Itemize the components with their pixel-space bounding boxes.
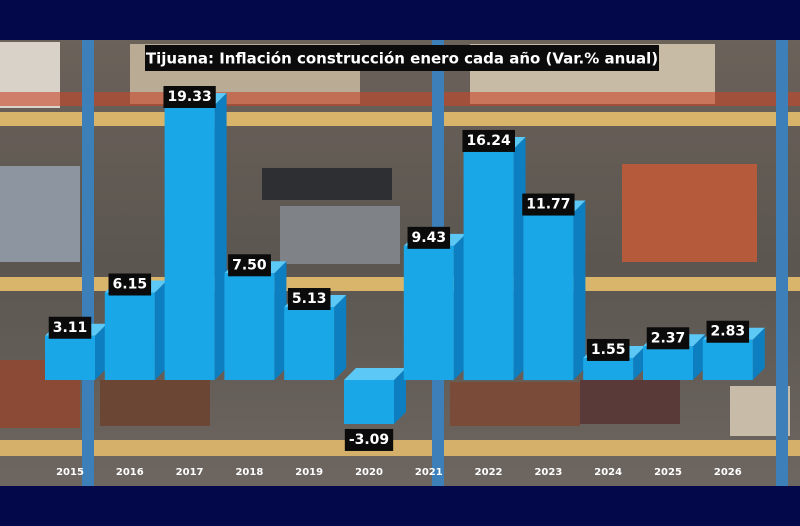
value-label: 9.43 [412,230,447,246]
bar-front [643,346,693,380]
bar-side [154,280,167,380]
bar-top [344,368,406,380]
bar-front [104,292,155,380]
value-label: 11.77 [526,197,570,213]
x-tick-label: 2020 [355,467,383,478]
value-label-box [108,273,152,296]
bar-side [693,334,705,380]
bar-side [752,327,765,380]
value-label-box [462,129,515,152]
bar-side [214,93,227,380]
value-label-box [287,288,331,311]
value-label: -3.09 [349,432,389,448]
x-tick-label: 2015 [56,467,84,478]
value-label-box [163,86,216,108]
x-tick-label: 2022 [475,467,503,478]
bar-side [334,295,347,380]
value-label: 1.55 [591,342,626,358]
value-label-box [344,428,394,451]
bar-side [573,200,586,380]
bar-front [523,212,574,380]
bar-front [463,148,514,380]
bar-side [95,323,107,380]
bar [224,261,287,380]
bar [463,136,526,380]
bar-front [702,339,753,380]
bar [344,368,406,424]
value-label: 5.13 [292,291,327,307]
bar-side [633,345,646,380]
value-label: 7.50 [232,257,267,273]
bar-side [453,233,466,380]
title-box [145,45,659,71]
bar-front [344,380,394,424]
bar [164,93,227,380]
value-label-box [586,338,630,361]
x-tick-label: 2016 [116,467,144,478]
x-tick-label: 2021 [415,467,443,478]
bar-front [164,105,215,380]
bar-side [394,368,406,424]
x-tick-label: 2019 [295,467,323,478]
value-label: 16.24 [466,133,511,149]
x-tick-label: 2017 [176,467,204,478]
value-label-box [646,327,690,350]
value-label-box [228,254,271,277]
bar [523,200,586,380]
x-tick-label: 2023 [534,467,562,478]
value-label-box [407,226,451,249]
value-label-box [522,193,575,216]
value-label: 6.15 [113,277,148,293]
background-photo [0,40,800,486]
value-label: 2.37 [651,330,686,346]
bar [104,280,167,380]
bar-front [583,357,634,380]
value-label: 2.83 [711,324,746,340]
bar-front [45,335,95,380]
x-tick-label: 2024 [594,467,622,478]
bar [403,233,466,380]
value-label: 19.33 [167,89,211,105]
x-tick-label: 2018 [235,467,263,478]
x-tick-label: 2025 [654,467,682,478]
value-label-box [706,320,750,343]
bar-front [284,307,335,380]
value-label: 3.11 [53,320,88,336]
value-label-box [48,316,92,339]
bar-side [274,261,287,380]
chart-title: Tijuana: Inflación construcción enero ca… [146,50,658,68]
x-tick-label: 2026 [714,467,742,478]
bar-front [224,273,275,380]
bar-front [403,245,454,380]
